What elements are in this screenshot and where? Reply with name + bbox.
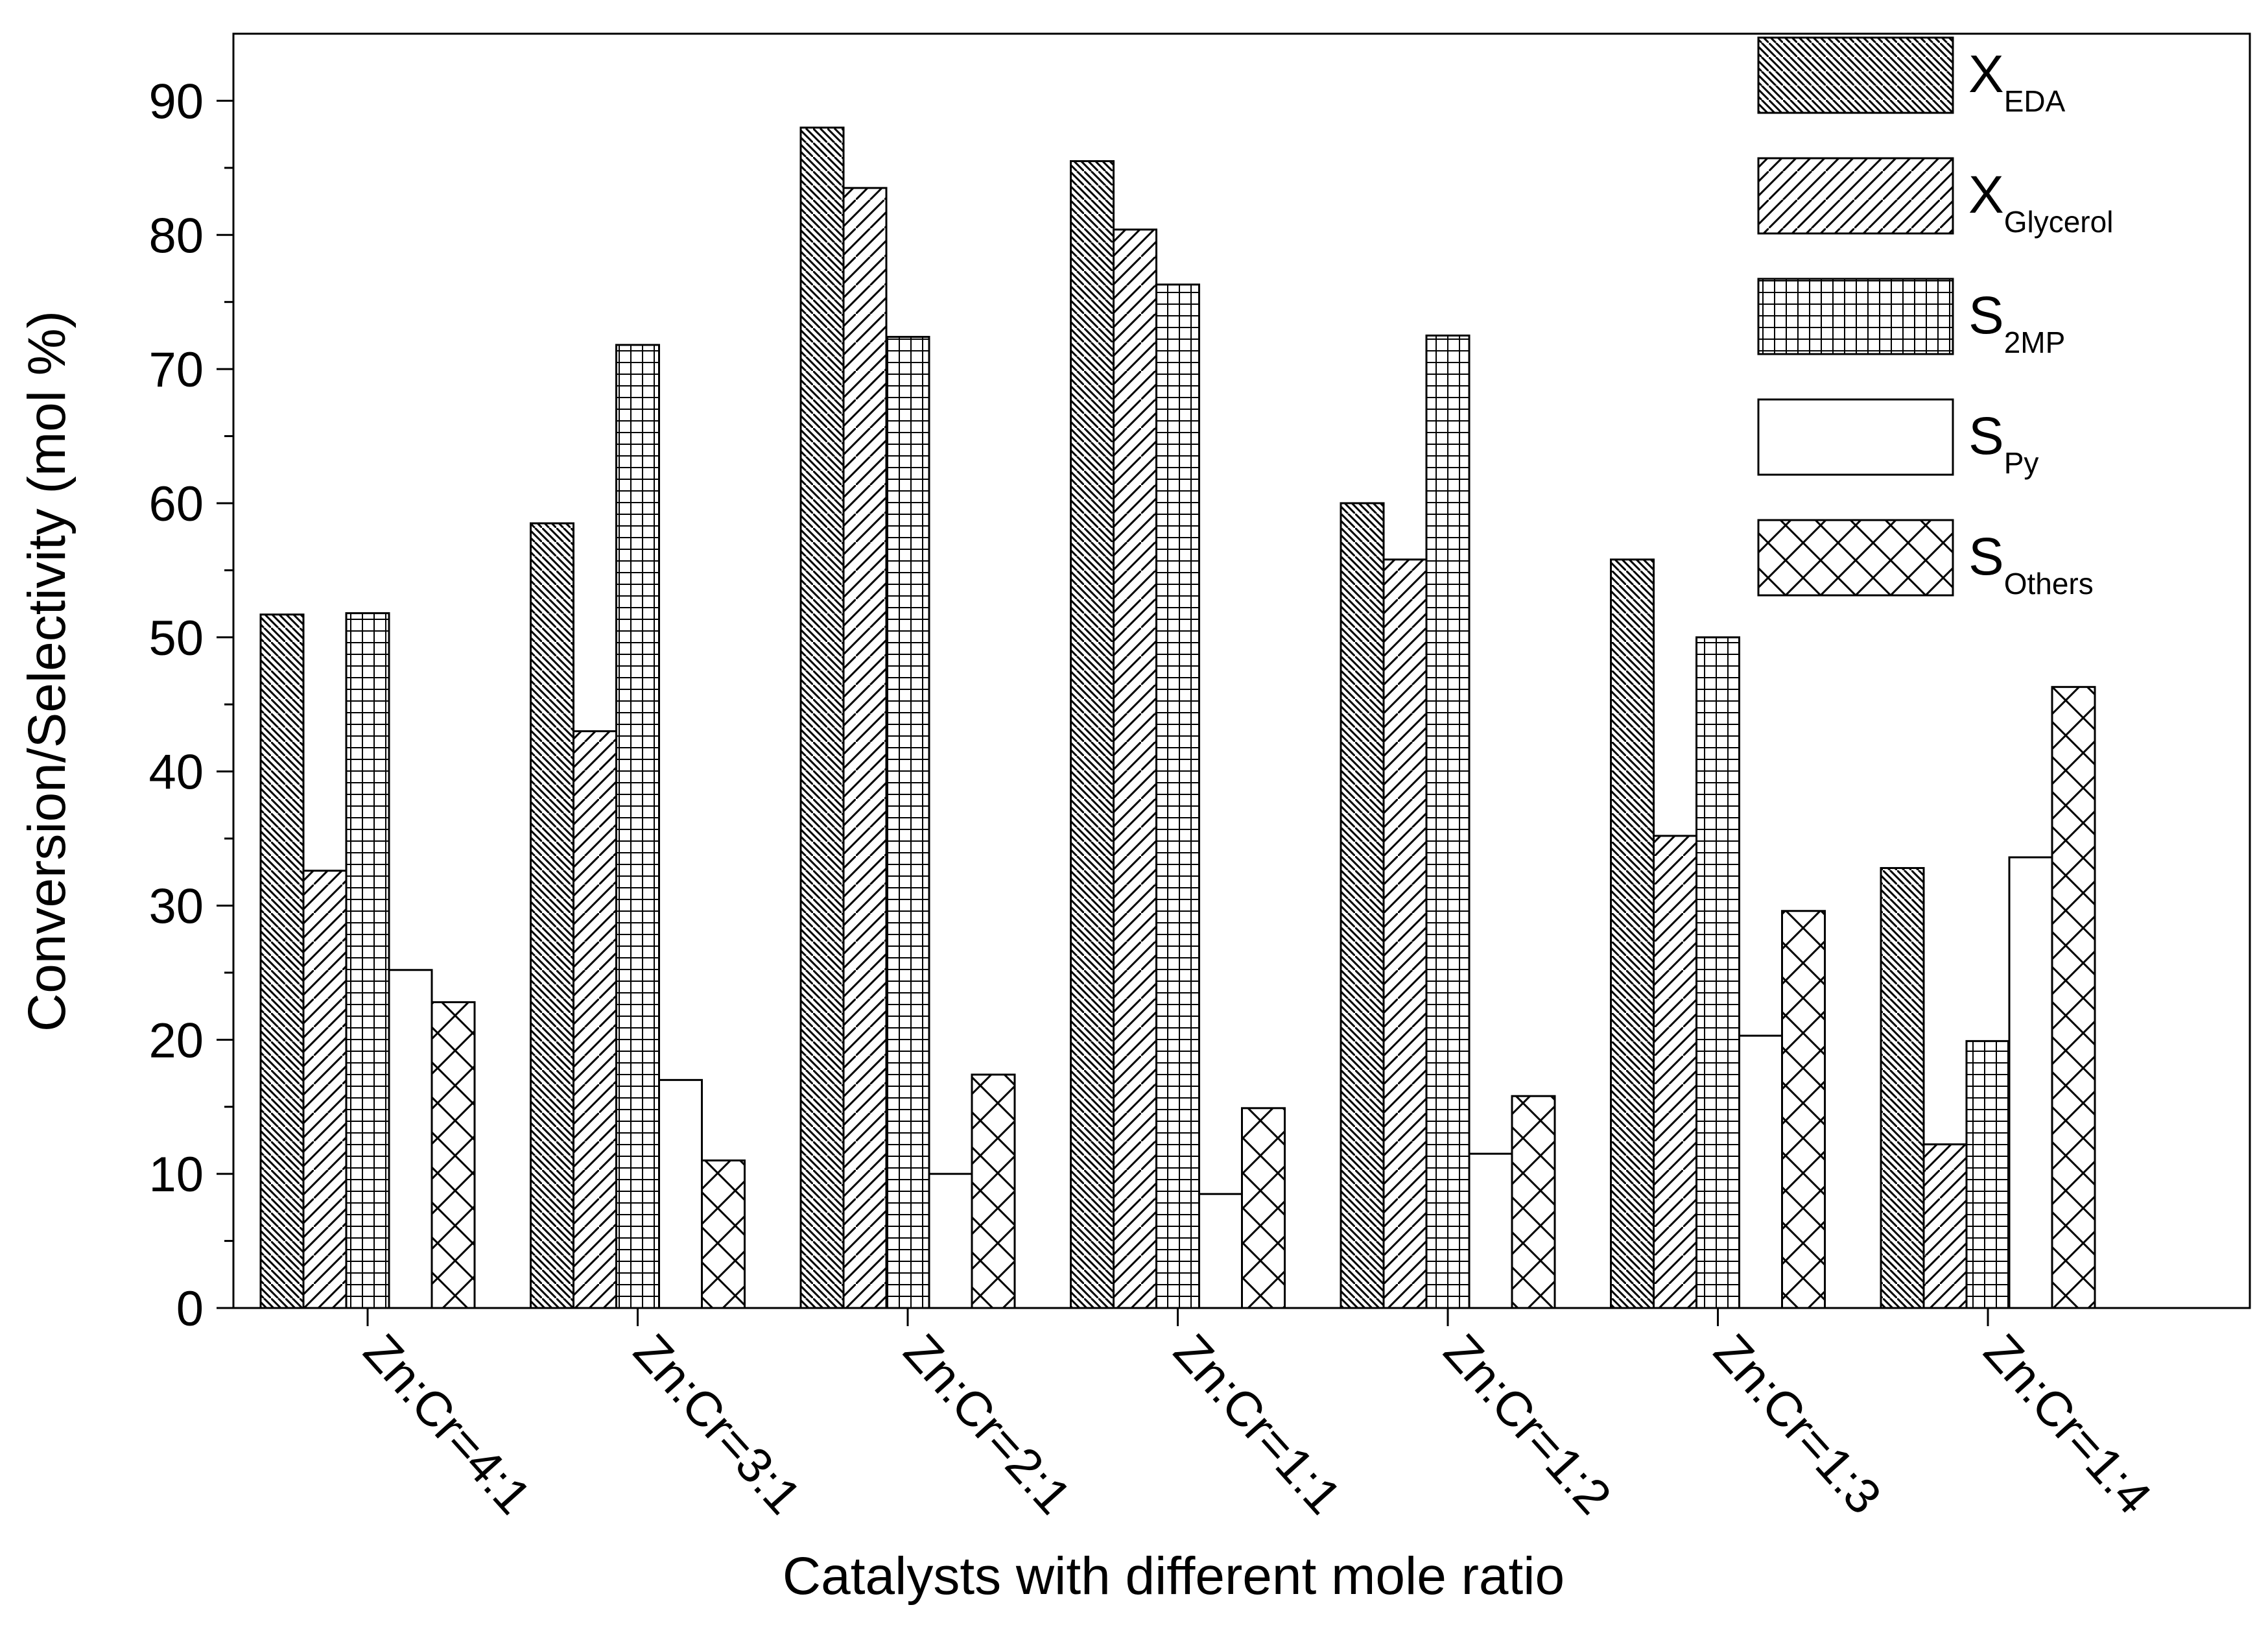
bar-XEDA-1 [530, 522, 574, 1309]
y-tick-label: 80 [148, 208, 204, 263]
bar-SPy-5 [1738, 1034, 1783, 1309]
bar-SOthers-1 [701, 1159, 746, 1309]
bar-XGlycerol-5 [1653, 835, 1697, 1309]
bar-XEDA-5 [1610, 558, 1655, 1309]
y-tick-label: 0 [176, 1281, 204, 1337]
legend-item-SOthers: SOthers [1757, 519, 2094, 600]
y-tick-label: 40 [148, 745, 204, 800]
x-tick-label: Zn:Cr=3:1 [623, 1324, 812, 1525]
y-tick-label: 30 [148, 879, 204, 934]
bar-XGlycerol-0 [302, 870, 348, 1309]
x-axis-title: Catalysts with different mole ratio [783, 1547, 1565, 1606]
series-SOthers [431, 685, 2096, 1309]
bar-SOthers-6 [2051, 685, 2096, 1309]
bar-S2MP-5 [1695, 636, 1740, 1309]
x-tick-label: Zn:Cr=1:4 [1973, 1324, 2162, 1525]
bar-SOthers-3 [1241, 1107, 1286, 1309]
bar-S2MP-3 [1155, 283, 1200, 1309]
x-tick-label: Zn:Cr=1:3 [1703, 1324, 1892, 1525]
legend-swatch [1757, 519, 1954, 597]
bar-XGlycerol-2 [842, 187, 888, 1309]
series-S2MP [345, 283, 2011, 1309]
series-XEDA [259, 126, 1925, 1309]
legend-label: XEDA [1968, 45, 2066, 118]
bar-SPy-2 [928, 1172, 973, 1309]
bar-SOthers-0 [431, 1001, 476, 1309]
bar-SPy-3 [1198, 1193, 1243, 1309]
bar-XGlycerol-1 [573, 730, 617, 1309]
bar-SPy-0 [388, 969, 433, 1309]
y-tick-label: 50 [148, 611, 204, 666]
bar-XGlycerol-6 [1922, 1143, 1968, 1309]
y-tick-label: 60 [148, 477, 204, 532]
legend-label: S2MP [1968, 286, 2065, 359]
bar-SOthers-2 [971, 1073, 1016, 1309]
bar-XEDA-6 [1880, 867, 1925, 1309]
y-axis-title: Conversion/Selectivity (mol %) [18, 311, 77, 1032]
x-tick-label: Zn:Cr=1:1 [1163, 1324, 1352, 1525]
bar-SOthers-5 [1781, 910, 1826, 1309]
bar-XEDA-0 [259, 613, 305, 1309]
bar-SPy-6 [2008, 856, 2053, 1309]
bars [259, 126, 2096, 1309]
bar-XEDA-4 [1340, 502, 1385, 1309]
y-axis: 0 10 20 30 40 50 60 70 80 90 [148, 74, 233, 1337]
bar-SOthers-4 [1511, 1095, 1556, 1309]
legend-label: SPy [1968, 407, 2038, 480]
bar-S2MP-1 [615, 344, 660, 1309]
y-tick-label: 20 [148, 1013, 204, 1068]
series-XGlycerol [302, 187, 1968, 1309]
bar-S2MP-2 [885, 335, 930, 1309]
x-axis: Zn:Cr=4:1 Zn:Cr=3:1 Zn:Cr=2:1 Zn:Cr=1:1 Zn:C… [353, 1308, 2162, 1525]
y-tick-label: 90 [148, 74, 204, 129]
bar-SPy-1 [658, 1078, 703, 1309]
bar-XEDA-2 [799, 126, 845, 1309]
bar-XEDA-3 [1070, 160, 1115, 1309]
x-tick-label: Zn:Cr=1:2 [1433, 1324, 1622, 1525]
y-tick-label: 10 [148, 1147, 204, 1202]
bar-SPy-4 [1468, 1152, 1513, 1309]
bar-S2MP-0 [345, 612, 390, 1309]
bar-XGlycerol-4 [1382, 558, 1428, 1309]
bar-S2MP-4 [1425, 334, 1471, 1309]
legend-item-S2MP: S2MP [1757, 278, 2065, 359]
legend-item-SPy: SPy [1757, 398, 2038, 480]
y-tick-label: 70 [148, 342, 204, 398]
x-tick-label: Zn:Cr=4:1 [353, 1324, 541, 1525]
bar-S2MP-6 [1965, 1040, 2011, 1309]
series-SPy [388, 856, 2053, 1309]
legend-swatch [1757, 398, 1954, 476]
x-tick-label: Zn:Cr=2:1 [893, 1324, 1081, 1525]
legend: XEDA XGlycerol S2MP SPy SOthers [1757, 36, 2113, 600]
legend-swatch [1757, 36, 1954, 114]
legend-label: XGlycerol [1968, 165, 2113, 239]
legend-swatch [1757, 278, 1954, 355]
legend-item-XEDA: XEDA [1757, 36, 2066, 118]
legend-label: SOthers [1968, 527, 2094, 600]
legend-swatch [1757, 157, 1954, 235]
bar-XGlycerol-3 [1113, 228, 1157, 1309]
legend-item-XGlycerol: XGlycerol [1757, 157, 2113, 239]
